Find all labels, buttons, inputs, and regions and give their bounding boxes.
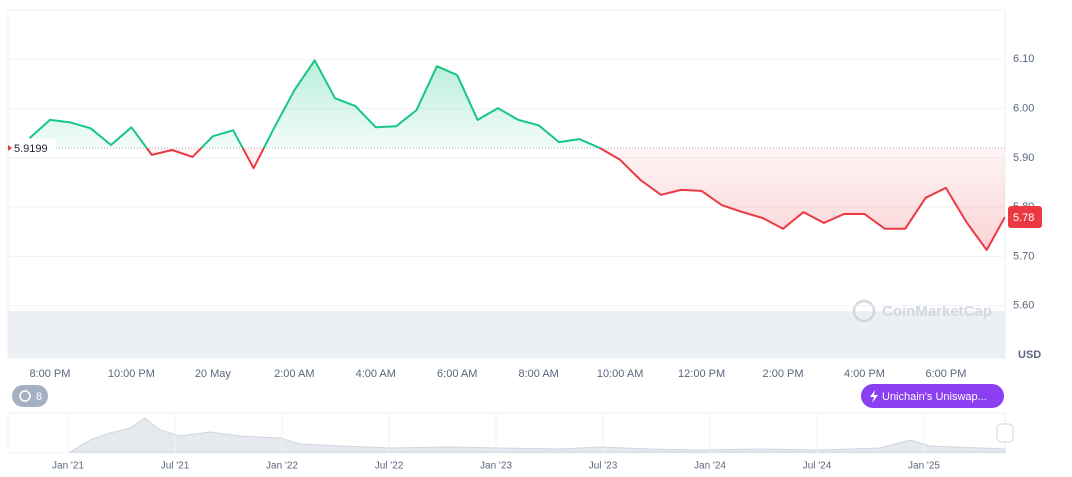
y-tick-label: 5.70 [1013, 250, 1034, 262]
x-tick-label: 8:00 AM [518, 368, 558, 380]
history-count: 8 [36, 391, 42, 403]
price-line [28, 59, 1005, 251]
plot [8, 59, 1005, 251]
tag-label: Unichain's Uniswap... [882, 391, 987, 403]
y-unit: USD [1018, 349, 1041, 361]
price-tag-label: 5.78 [1013, 212, 1034, 224]
history-button[interactable]: 8 [12, 385, 48, 407]
tag-bg[interactable] [861, 384, 1004, 408]
price-tag [1008, 206, 1042, 228]
y-tick-label: 6.00 [1013, 102, 1034, 114]
x-tick-label: 4:00 AM [356, 368, 396, 380]
navigator-label: Jul '24 [803, 461, 832, 472]
baseline-tip [8, 145, 12, 152]
y-tick-label: 5.90 [1013, 152, 1034, 164]
history-icon [19, 390, 31, 402]
area [29, 60, 1005, 250]
x-tick-label: 20 May [195, 368, 232, 380]
baseline-label: 5.9199 [14, 143, 48, 155]
tag-icon [870, 390, 878, 403]
navigator-label: Jan '23 [480, 461, 512, 472]
navigator-label: Jan '24 [694, 461, 726, 472]
navigator-label: Jul '22 [375, 461, 404, 472]
navigator-label: Jul '21 [161, 461, 190, 472]
volume-band [8, 311, 1005, 358]
x-tick-label: 4:00 PM [844, 368, 885, 380]
y-tick-label: 5.60 [1013, 300, 1034, 312]
x-tick-label: 6:00 PM [925, 368, 966, 380]
x-tick-label: 12:00 PM [678, 368, 725, 380]
navigator-label: Jul '23 [589, 461, 618, 472]
x-tick-label: 2:00 AM [274, 368, 314, 380]
x-tick-label: 6:00 AM [437, 368, 477, 380]
watermark-logo [852, 299, 876, 323]
tag-button[interactable]: Unichain's Uniswap... [861, 384, 1004, 408]
x-tick-label: 2:00 PM [763, 368, 804, 380]
watermark: CoinMarketCap [882, 303, 992, 320]
y-tick-label: 6.10 [1013, 53, 1034, 65]
navigator-label: Jan '21 [52, 461, 84, 472]
navigator-handle[interactable] [996, 423, 1014, 443]
x-tick-label: 8:00 PM [29, 368, 70, 380]
navigator-label: Jan '25 [908, 461, 940, 472]
baseline-label-bg [12, 139, 56, 158]
navigator-area [68, 417, 1006, 453]
x-tick-label: 10:00 AM [597, 368, 643, 380]
navigator-label: Jan '22 [266, 461, 298, 472]
x-tick-label: 10:00 PM [108, 368, 155, 380]
